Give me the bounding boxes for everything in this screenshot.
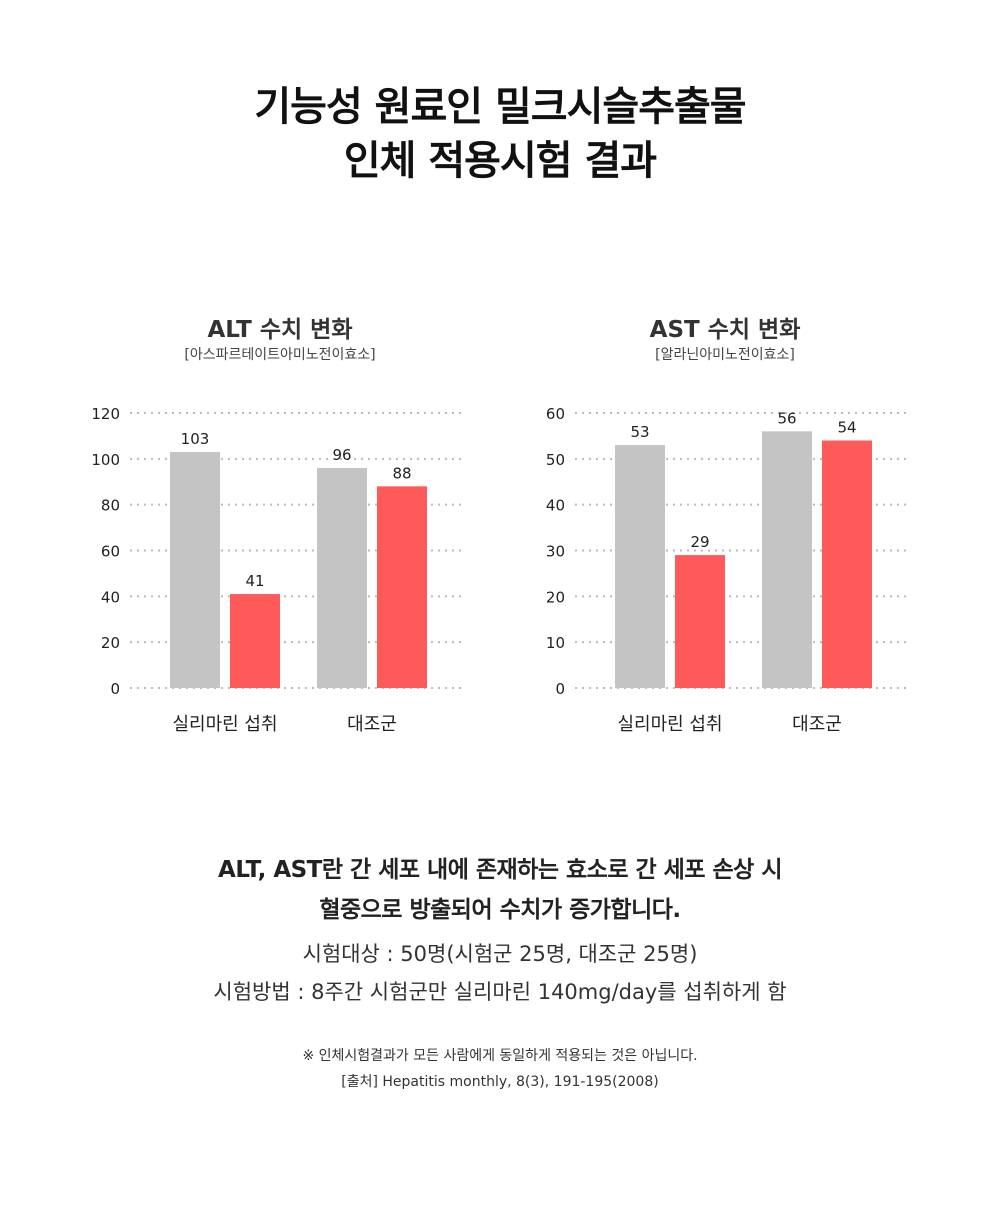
alt-chart: ALT 수치 변화 [아스파르테이트아미노전이효소] 0 20 40 60 80 100 1…	[80, 300, 480, 750]
y-tick-label: 100	[91, 451, 120, 469]
description-line: ALT, AST란 간 세포 내에 존재하는 효소로 간 세포 손상 시	[218, 857, 782, 883]
study-subjects: 시험대상 : 50명(시험군 25명, 대조군 25명)	[302, 942, 698, 966]
source: [출처] Hepatitis monthly, 8(3), 191-195(20…	[341, 1074, 659, 1090]
data-label: 29	[690, 533, 709, 551]
notes: ※ 인체시험결과가 모든 사람에게 동일하게 적용되는 것은 아닙니다. [출처…	[0, 1043, 1000, 1095]
study-info: 시험대상 : 50명(시험군 25명, 대조군 25명) 시험방법 : 8주간 …	[0, 935, 1000, 1011]
y-tick-label: 40	[546, 497, 565, 515]
bar	[615, 445, 665, 688]
bar	[170, 451, 220, 688]
chart-subtitle: [아스파르테이트아미노전이효소]	[184, 347, 376, 363]
bar	[675, 555, 725, 688]
data-label: 103	[181, 430, 210, 448]
y-tick-label: 40	[101, 588, 120, 606]
study-method: 시험방법 : 8주간 시험군만 실리마린 140mg/day를 섭취하게 함	[213, 980, 787, 1004]
data-label: 41	[245, 572, 264, 590]
x-category-label: 대조군	[347, 714, 397, 735]
data-label: 96	[332, 446, 351, 464]
page-title: 기능성 원료인 밀크시슬추출물 인체 적용시험 결과	[0, 80, 1000, 188]
bar	[762, 431, 812, 688]
chart-subtitle: [알라닌아미노전이효소]	[655, 347, 795, 363]
bar	[822, 440, 872, 688]
y-tick-label: 0	[555, 680, 565, 698]
x-category-label: 실리마린 섭취	[172, 714, 277, 735]
disclaimer: ※ 인체시험결과가 모든 사람에게 동일하게 적용되는 것은 아닙니다.	[302, 1048, 698, 1064]
x-category-label: 대조군	[792, 714, 842, 735]
description-line: 혈중으로 방출되어 수치가 증가합니다.	[319, 897, 681, 923]
y-tick-label: 20	[101, 634, 120, 652]
bar	[317, 468, 367, 688]
y-tick-label: 60	[546, 405, 565, 423]
data-label: 56	[777, 409, 796, 427]
description-bold: ALT, AST란 간 세포 내에 존재하는 효소로 간 세포 손상 시 혈중으…	[0, 850, 1000, 930]
x-category-label: 실리마린 섭취	[617, 714, 722, 735]
ast-chart-plot: 0 10 20 30 40 50 60 53 29 실리마린 섭취 56 54 대조군	[546, 405, 910, 735]
y-tick-label: 60	[101, 543, 120, 561]
bar	[230, 594, 280, 688]
title-line: 기능성 원료인 밀크시슬추출물	[254, 84, 746, 130]
y-tick-label: 120	[91, 405, 120, 423]
y-tick-label: 20	[546, 588, 565, 606]
data-label: 54	[837, 419, 856, 437]
title-line: 인체 적용시험 결과	[343, 138, 657, 184]
y-tick-label: 80	[101, 497, 120, 515]
data-label: 53	[630, 423, 649, 441]
y-tick-label: 50	[546, 451, 565, 469]
y-tick-label: 0	[110, 680, 120, 698]
chart-title: ALT 수치 변화	[207, 317, 353, 343]
chart-title: AST 수치 변화	[649, 317, 801, 343]
bar	[377, 486, 427, 688]
ast-chart: AST 수치 변화 [알라닌아미노전이효소] 0 10 20 30 40 50 60 53 29…	[525, 300, 925, 750]
alt-chart-plot: 0 20 40 60 80 100 120 103 41 실리마린 섭취 96 88 대조군	[91, 405, 465, 735]
y-tick-label: 10	[546, 634, 565, 652]
y-tick-label: 30	[546, 543, 565, 561]
data-label: 88	[392, 464, 411, 482]
